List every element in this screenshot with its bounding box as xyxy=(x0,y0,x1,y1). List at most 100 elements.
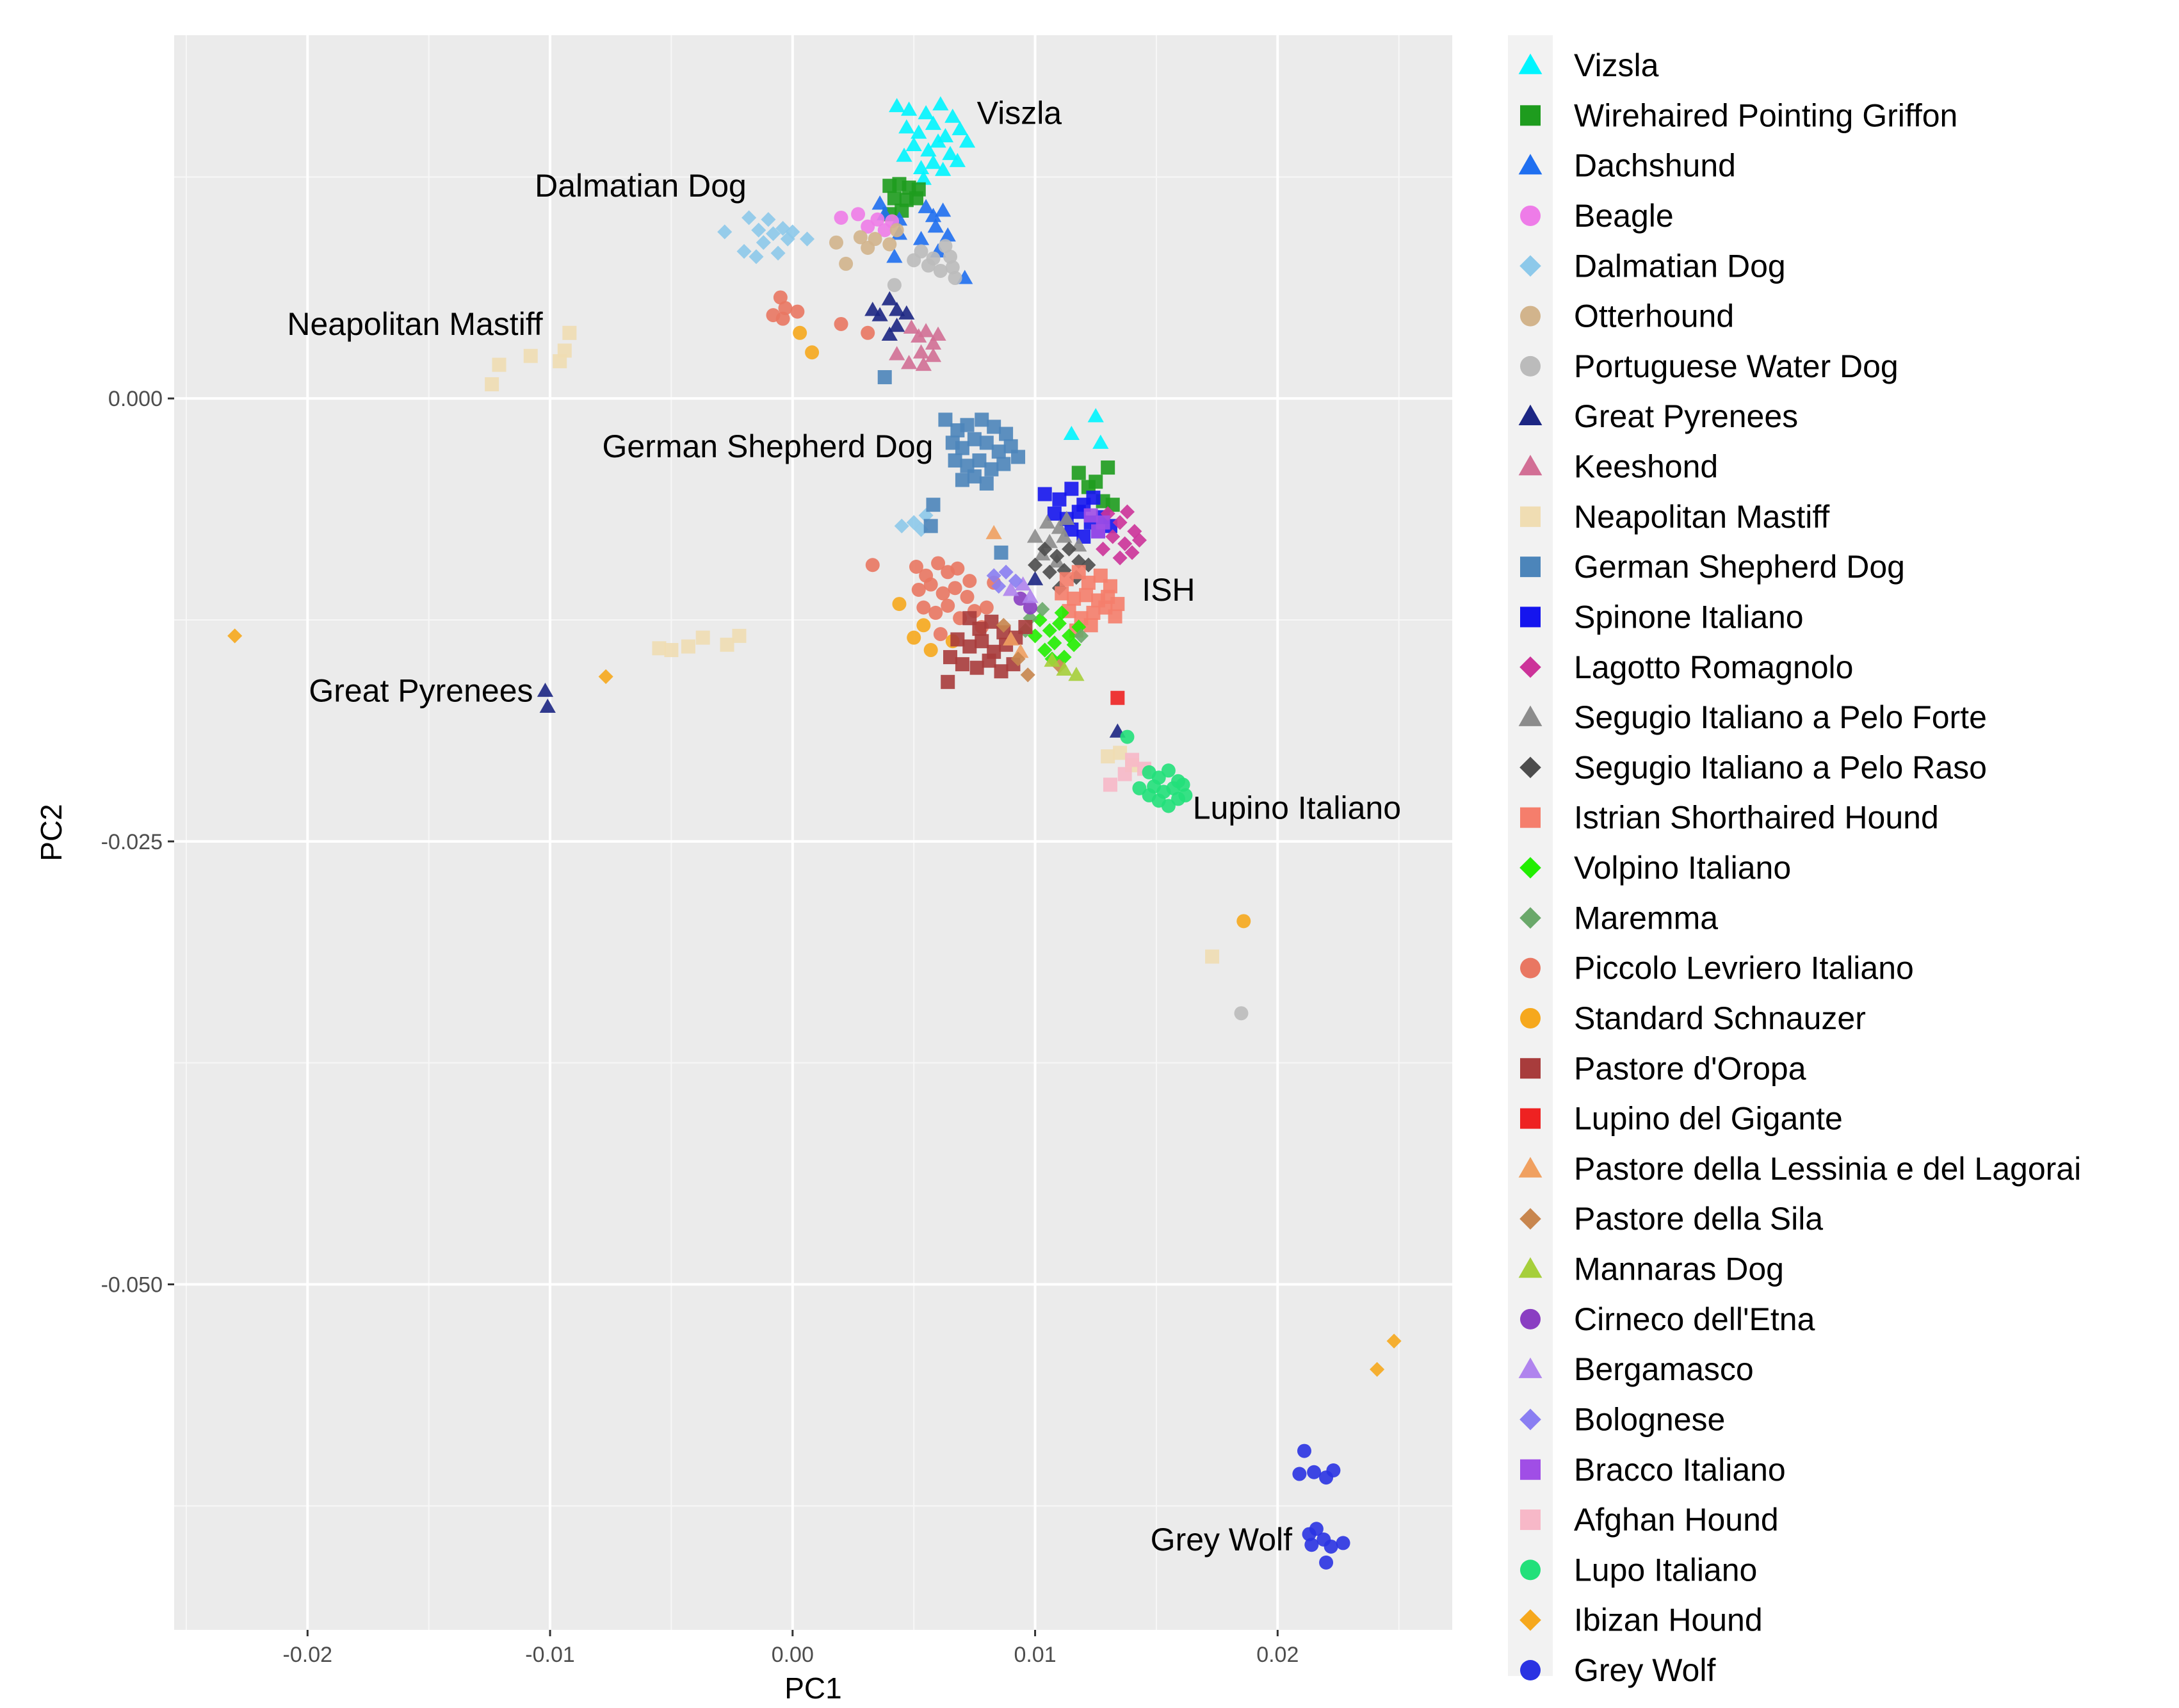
legend-item: Beagle xyxy=(1520,198,1674,234)
data-point xyxy=(227,628,243,644)
data-point xyxy=(1161,763,1176,778)
data-point xyxy=(553,354,567,369)
data-point xyxy=(681,639,695,654)
legend-label: Lagotto Romagnolo xyxy=(1574,649,1853,685)
data-point xyxy=(1087,408,1104,423)
legend-item: Pastore d'Oropa xyxy=(1520,1050,1806,1086)
data-point xyxy=(557,343,572,358)
legend-key xyxy=(1519,255,1541,277)
data-point xyxy=(950,632,965,647)
legend-key xyxy=(1518,1257,1543,1278)
series-great-pyrenees xyxy=(537,291,1126,738)
data-point xyxy=(1326,1463,1341,1477)
legend-item: Portuguese Water Dog xyxy=(1520,348,1899,384)
legend-item: Keeshond xyxy=(1518,449,1718,485)
cluster-label: Lupino Italiano xyxy=(1193,790,1401,826)
data-point xyxy=(756,235,771,250)
legend-item: Great Pyrenees xyxy=(1518,398,1798,434)
data-point xyxy=(918,105,934,120)
series-vizsla xyxy=(889,96,1109,449)
data-point xyxy=(1022,589,1039,603)
legend-label: Pastore della Lessinia e del Lagorai xyxy=(1574,1151,2081,1187)
data-point xyxy=(1047,635,1062,651)
data-point xyxy=(773,290,788,305)
legend-label: Cirneco dell'Etna xyxy=(1574,1301,1815,1337)
data-point xyxy=(652,641,667,656)
data-point xyxy=(1055,586,1069,601)
data-point xyxy=(1010,651,1026,667)
data-point xyxy=(962,574,977,589)
data-point xyxy=(925,348,942,362)
data-point xyxy=(1079,588,1094,603)
data-point xyxy=(1112,515,1128,530)
data-point xyxy=(1119,504,1135,519)
legend-key xyxy=(1519,1208,1541,1230)
data-point xyxy=(1096,541,1111,557)
cluster-label: German Shepherd Dog xyxy=(603,428,934,464)
data-point xyxy=(923,643,938,658)
data-point xyxy=(1108,609,1122,624)
data-point xyxy=(979,600,994,615)
data-point xyxy=(972,453,987,468)
data-point xyxy=(1336,1536,1350,1550)
legend-key xyxy=(1518,154,1543,175)
data-point xyxy=(1042,564,1057,580)
legend-item: Afghan Hound xyxy=(1520,1502,1779,1538)
legend-item: Lagotto Romagnolo xyxy=(1519,649,1853,685)
data-point xyxy=(1071,466,1086,480)
legend-key xyxy=(1520,1509,1541,1531)
data-point xyxy=(1020,667,1035,683)
data-point xyxy=(986,568,1001,583)
data-point xyxy=(1292,1467,1307,1481)
legend-label: Spinone Italiano xyxy=(1574,599,1804,635)
data-point xyxy=(492,357,506,372)
data-point xyxy=(1110,690,1125,705)
data-point xyxy=(1049,548,1065,564)
legend-label: Beagle xyxy=(1574,198,1674,234)
x-tick-label: 0.02 xyxy=(1256,1643,1299,1667)
data-point xyxy=(933,263,948,278)
data-point xyxy=(1103,579,1117,594)
legend-item: Istrian Shorthaired Hound xyxy=(1520,800,1939,836)
data-point xyxy=(886,248,903,263)
legend-label: Mannaras Dog xyxy=(1574,1251,1784,1287)
legend-item: Piccolo Levriero Italiano xyxy=(1520,950,1914,986)
data-point xyxy=(485,377,499,392)
data-point xyxy=(900,101,918,116)
y-tick-label: 0.000 xyxy=(108,387,163,411)
data-point xyxy=(1178,788,1193,802)
legend-key xyxy=(1519,907,1541,929)
x-tick-label: 0.01 xyxy=(1014,1643,1056,1667)
data-point xyxy=(918,323,934,338)
cluster-label: Dalmatian Dog xyxy=(535,168,747,204)
legend-key xyxy=(1519,857,1541,879)
data-point xyxy=(1037,642,1053,658)
data-point xyxy=(1125,752,1140,767)
legend-label: Dachshund xyxy=(1574,148,1736,184)
legend-key xyxy=(1520,557,1541,578)
data-point xyxy=(695,630,710,645)
data-point xyxy=(1103,777,1117,792)
legend-label: Bracco Italiano xyxy=(1574,1452,1786,1488)
y-tick-label: -0.050 xyxy=(101,1273,163,1297)
data-point xyxy=(948,453,962,468)
x-tick-label: -0.01 xyxy=(525,1643,575,1667)
data-point xyxy=(941,674,955,689)
data-point xyxy=(1324,1539,1338,1554)
data-point xyxy=(720,637,734,652)
data-point xyxy=(905,136,922,152)
data-point xyxy=(923,519,938,533)
data-point xyxy=(871,195,888,210)
series-pastore-d-oropa xyxy=(941,611,1033,689)
series-keeshond xyxy=(889,319,946,371)
data-point xyxy=(793,325,807,340)
legend-key xyxy=(1520,1308,1541,1330)
legend-label: Grey Wolf xyxy=(1574,1652,1715,1688)
data-point xyxy=(1092,434,1109,449)
data-point xyxy=(916,600,931,615)
data-point xyxy=(982,653,996,668)
legend-item: Vizsla xyxy=(1518,47,1659,83)
data-point xyxy=(898,119,915,134)
legend-key xyxy=(1518,53,1543,74)
